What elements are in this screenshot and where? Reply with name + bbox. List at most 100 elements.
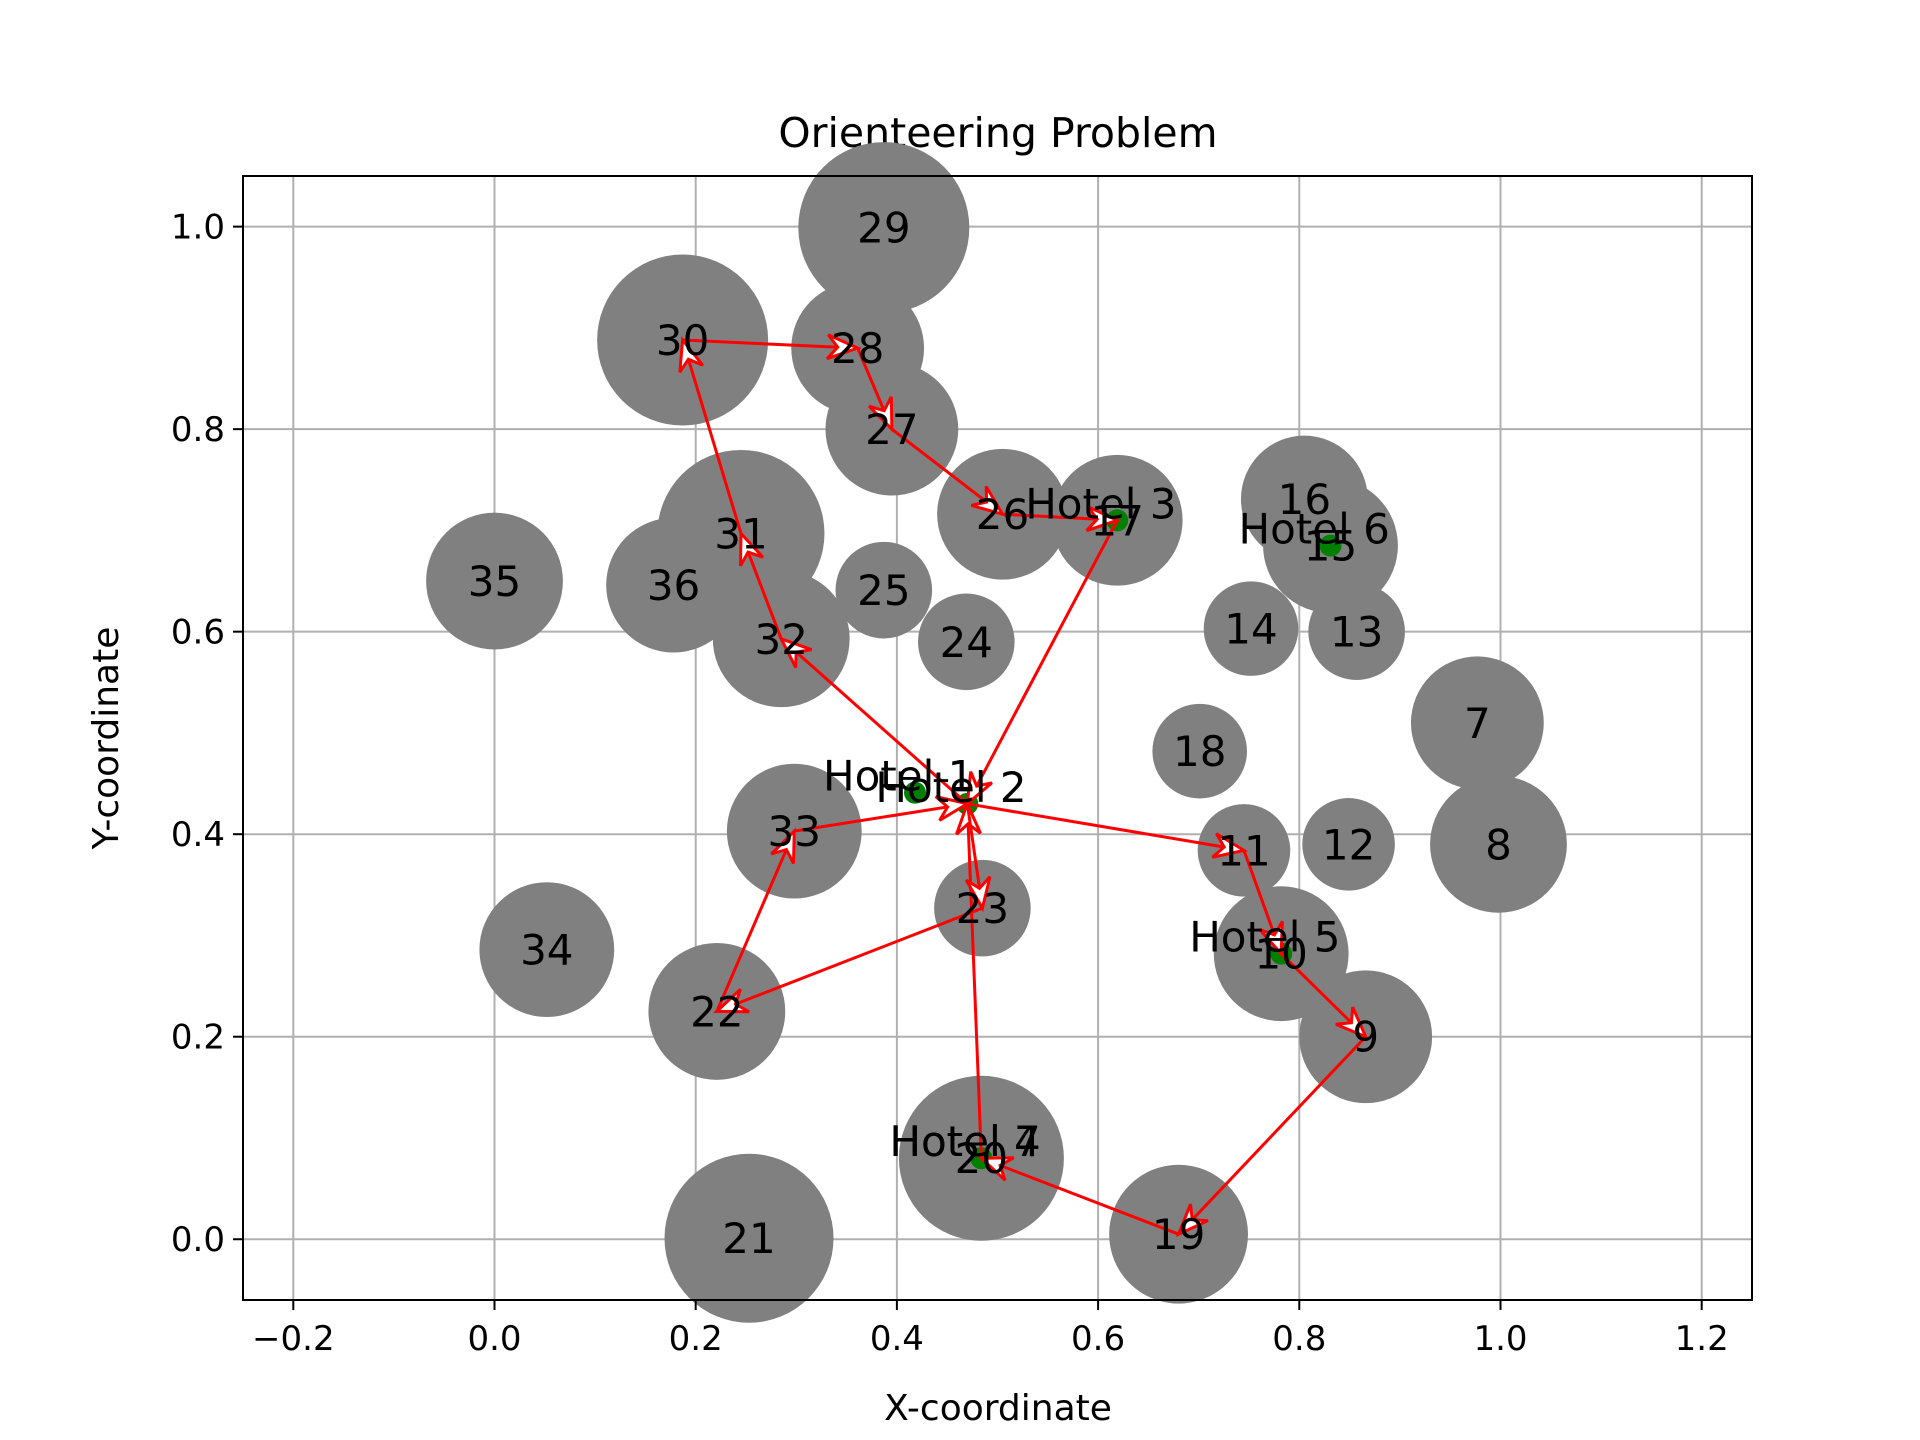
x-axis-label: X-coordinate [884, 1388, 1112, 1429]
x-tick-label: 0.4 [870, 1319, 924, 1359]
node-label: 28 [831, 324, 884, 373]
route-segment [681, 339, 743, 534]
node-label: 19 [1152, 1210, 1205, 1259]
node-label: 32 [754, 615, 807, 664]
node-label: 14 [1224, 605, 1277, 654]
node-label: 12 [1322, 820, 1375, 869]
node-label: 27 [865, 405, 918, 454]
hotel-label: Hotel 3 [1025, 479, 1176, 528]
route-arrowhead [970, 485, 1006, 517]
route-layer [678, 333, 1369, 1238]
route-arrowhead [678, 336, 704, 374]
node-circle-12 [1302, 798, 1395, 891]
node-label: 29 [857, 204, 910, 253]
node-label: 26 [976, 490, 1029, 539]
node-label: 16 [1278, 475, 1331, 524]
route-arrowhead [1335, 1006, 1369, 1040]
x-tick-label: 1.2 [1675, 1319, 1729, 1359]
hotel-label: Hotel 2 [875, 763, 1026, 812]
node-label: 18 [1173, 727, 1226, 776]
node-circle-8 [1430, 775, 1567, 913]
route-arrowhead [868, 396, 894, 433]
route-arrowhead [1211, 832, 1248, 859]
node-label: 7 [1464, 699, 1491, 748]
y-axis-label: Y-coordinate [86, 627, 127, 851]
route-arrowhead [934, 795, 972, 822]
route-arrowhead [770, 827, 796, 865]
route-segment [715, 830, 796, 1012]
route-arrowhead [739, 529, 765, 567]
x-tick-label: 0.0 [467, 1319, 521, 1359]
route-segment [965, 803, 983, 1159]
node-label: 15 [1304, 522, 1357, 571]
hotel-marker [1319, 534, 1342, 557]
hotel-label: Hotel 5 [1189, 913, 1340, 962]
route-arrowhead [713, 988, 750, 1014]
node-circle-36 [606, 517, 741, 653]
node-label: 23 [956, 884, 1009, 933]
x-tick-label: 1.0 [1473, 1319, 1527, 1359]
route-arrowhead [1175, 1203, 1209, 1238]
node-circle-7 [1410, 656, 1544, 790]
node-label: 33 [768, 807, 821, 856]
y-tick-label: 0.0 [171, 1220, 225, 1260]
y-tick-label: 0.2 [171, 1018, 225, 1058]
node-label: 13 [1330, 608, 1383, 657]
route-arrowhead [825, 333, 862, 361]
route-segment [716, 906, 983, 1013]
route-arrowhead [965, 771, 993, 808]
node-circle-25 [835, 541, 933, 639]
route-arrowhead [977, 1156, 1015, 1182]
node-label: 21 [722, 1214, 775, 1263]
node-label: 10 [1254, 930, 1307, 979]
node-circle-21 [664, 1153, 834, 1323]
route-segment [890, 427, 1004, 516]
node-label: 34 [520, 926, 573, 975]
x-tick-label: 0.2 [669, 1319, 723, 1359]
node-label: 35 [468, 557, 521, 606]
node-label: 20 [955, 1134, 1008, 1183]
node-circle-18 [1152, 703, 1247, 799]
node-label: 25 [857, 566, 910, 615]
node-circle-14 [1203, 581, 1299, 676]
node-label: 9 [1352, 1013, 1379, 1062]
x-tick-label: −0.2 [252, 1319, 335, 1359]
route-arrowhead [1258, 920, 1284, 958]
plot-frame [242, 175, 1753, 1301]
route-segment [1177, 1035, 1367, 1236]
node-circle-34 [479, 882, 615, 1018]
hotel-label: Hotel 4 [889, 1117, 1040, 1166]
node-circle-35 [426, 512, 563, 650]
route-segment [965, 519, 1119, 805]
node-label: 17 [1090, 496, 1143, 545]
node-label: 8 [1485, 820, 1512, 869]
route-arrowhead [1085, 505, 1122, 533]
hotel-marker [904, 781, 927, 804]
node-label: 11 [1217, 826, 1270, 875]
y-tick-label: 0.6 [171, 613, 225, 653]
route-segment [980, 1156, 1180, 1236]
hotel-label: Hotel 7 [889, 1117, 1040, 1166]
node-circle-24 [918, 593, 1015, 691]
node-circle-16 [1240, 435, 1368, 563]
node-label: 30 [656, 316, 709, 365]
chart-title: Orienteering Problem [778, 109, 1217, 157]
x-tick-label: 0.6 [1071, 1319, 1125, 1359]
y-tick-label: 1.0 [171, 208, 225, 248]
route-arrowhead [964, 875, 992, 913]
route-arrowhead [778, 636, 813, 669]
node-label: 31 [714, 509, 767, 558]
x-tick-label: 0.8 [1272, 1319, 1326, 1359]
route-segment [967, 802, 1245, 852]
y-tick-label: 0.8 [171, 410, 225, 450]
route-segment [682, 338, 858, 350]
route-segment [794, 802, 968, 833]
node-circle-29 [798, 142, 970, 314]
node-label: 22 [690, 987, 743, 1036]
route-segment [780, 637, 969, 805]
node-label: 24 [940, 618, 993, 667]
tick-layer: −0.2 0.0 0.2 0.4 0.6 0.8 1.0 1.2 0.0 0.2 0.4 0.6 0.8… [171, 208, 1729, 1359]
node-label: 36 [647, 561, 700, 610]
